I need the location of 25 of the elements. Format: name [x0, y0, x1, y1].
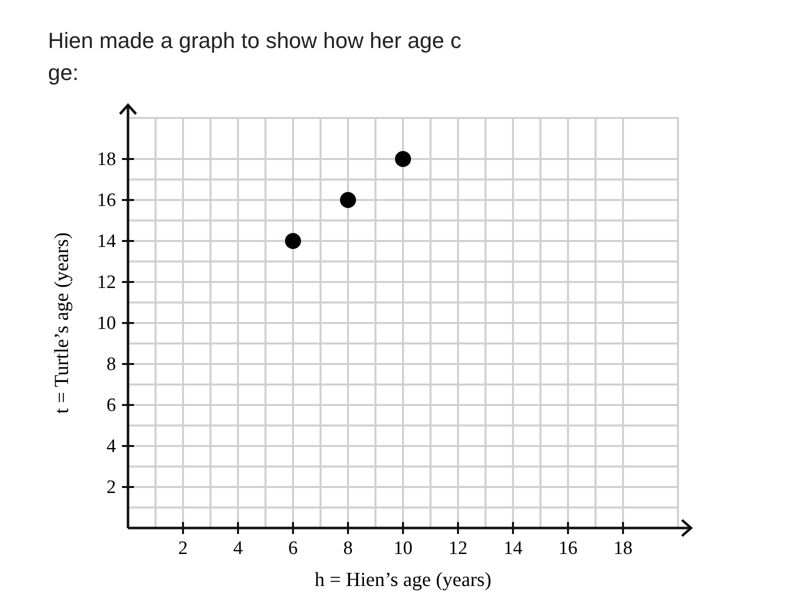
point [340, 192, 356, 208]
x-tick-label: 10 [394, 538, 412, 559]
y-axis-title: t = Turtle’s age (years) [51, 232, 73, 414]
x-tick-label: 6 [288, 538, 298, 559]
y-tick-label: 14 [97, 231, 116, 252]
y-tick-label: 6 [106, 395, 116, 416]
point [395, 151, 411, 167]
x-tick-label: 14 [504, 538, 523, 559]
y-tick-label: 12 [97, 272, 116, 293]
text: ge: [48, 60, 79, 85]
y-tick-label: 10 [97, 313, 116, 334]
y-tick-label: 18 [97, 149, 116, 170]
y-tick-label: 4 [106, 436, 116, 457]
x-tick-label: 18 [614, 538, 632, 559]
x-axis-title: h = Hien’s age (years) [314, 569, 492, 591]
x-tick-label: 4 [233, 538, 244, 559]
y-tick-label: 2 [106, 477, 116, 498]
x-tick-label: 16 [558, 538, 578, 559]
x-tick-label: 2 [178, 538, 188, 559]
y-tick-label: 16 [97, 190, 116, 211]
chart-title: Hien made a graph to show how her age c [48, 28, 462, 53]
y-tick-label: 8 [106, 354, 116, 375]
point [285, 233, 301, 249]
x-tick-label: 12 [448, 538, 468, 559]
x-tick-label: 8 [343, 538, 353, 559]
